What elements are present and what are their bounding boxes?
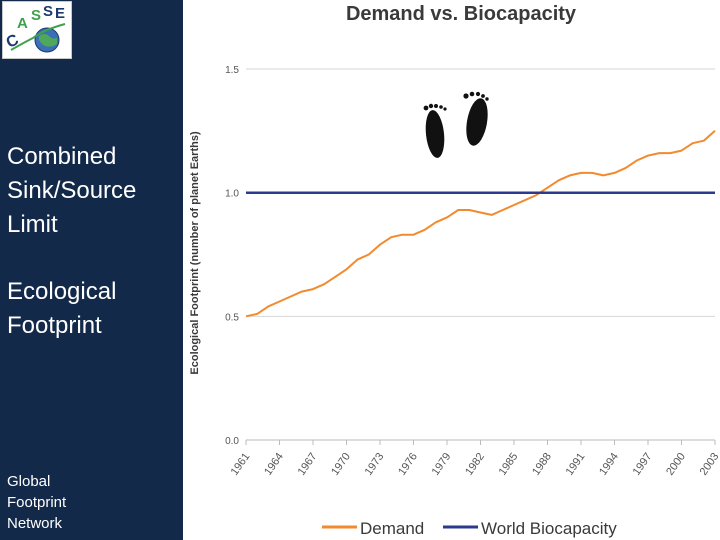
heading-ecological-footprint: Ecological Footprint xyxy=(7,275,116,343)
y-tick-label: 0.5 xyxy=(225,312,239,323)
x-tick-label: 1973 xyxy=(363,451,387,478)
x-tick-label: 1985 xyxy=(497,451,521,478)
series-line-demand xyxy=(245,130,716,318)
x-tick-label: 1991 xyxy=(564,451,588,478)
credit-line: Global xyxy=(7,473,51,490)
series-layer xyxy=(245,130,716,318)
y-tick-label: 1.0 xyxy=(225,189,239,200)
x-tick-label: 1967 xyxy=(296,451,320,478)
sidebar: C A S S E Combined Sink/Source Limit Eco… xyxy=(0,0,183,540)
heading-line: Combined xyxy=(7,143,117,170)
x-tick-label: 1961 xyxy=(229,451,253,478)
heading-line: Ecological xyxy=(7,278,117,305)
credit-line: Network xyxy=(7,515,63,532)
x-tick-layer: 1961 1964 1967 1970 1973 1976 1979 1982 1985 1988… xyxy=(229,439,720,478)
heading-line: Limit xyxy=(7,211,58,238)
x-tick-label: 1970 xyxy=(329,451,353,478)
heading-line: Sink/Source xyxy=(7,177,137,204)
svg-text:S: S xyxy=(31,7,41,24)
casse-logo: C A S S E xyxy=(2,1,72,59)
x-tick-label: 1979 xyxy=(430,451,454,478)
heading-sink-source: Combined Sink/Source Limit xyxy=(7,140,136,242)
svg-text:S: S xyxy=(43,3,53,20)
y-tick-label: 1.5 xyxy=(225,65,239,76)
x-tick-label: 2000 xyxy=(664,451,688,478)
x-tick-label: 1982 xyxy=(463,451,487,478)
chart-title: Demand vs. Biocapacity xyxy=(346,3,577,25)
x-tick-label: 2003 xyxy=(698,451,720,478)
heading-line: Footprint xyxy=(7,312,102,339)
x-tick-label: 1964 xyxy=(262,451,286,478)
y-axis-label: Ecological Footprint (number of planet E… xyxy=(189,131,201,375)
x-tick-label: 1997 xyxy=(631,451,655,478)
svg-text:A: A xyxy=(17,15,28,32)
legend-biocapacity-label: World Biocapacity xyxy=(481,519,617,538)
legend-demand-label: Demand xyxy=(360,519,424,538)
svg-text:E: E xyxy=(55,5,65,22)
legend: Demand World Biocapacity xyxy=(322,519,617,538)
y-tick-layer: 0.0 0.5 1.0 1.5 xyxy=(225,65,239,447)
casse-logo-graphic: C A S S E xyxy=(3,2,71,58)
x-tick-label: 1988 xyxy=(530,451,554,478)
credit-line: Footprint xyxy=(7,494,67,511)
footprints-icon xyxy=(423,91,489,158)
credit-source: Global Footprint Network xyxy=(7,471,66,534)
chart-area: Demand vs. Biocapacity Ecological Footpr… xyxy=(183,0,720,540)
x-tick-label: 1976 xyxy=(396,451,420,478)
y-tick-label: 0.0 xyxy=(225,436,239,447)
x-tick-label: 1994 xyxy=(597,451,621,478)
demand-biocapacity-chart: Demand vs. Biocapacity Ecological Footpr… xyxy=(189,3,720,538)
